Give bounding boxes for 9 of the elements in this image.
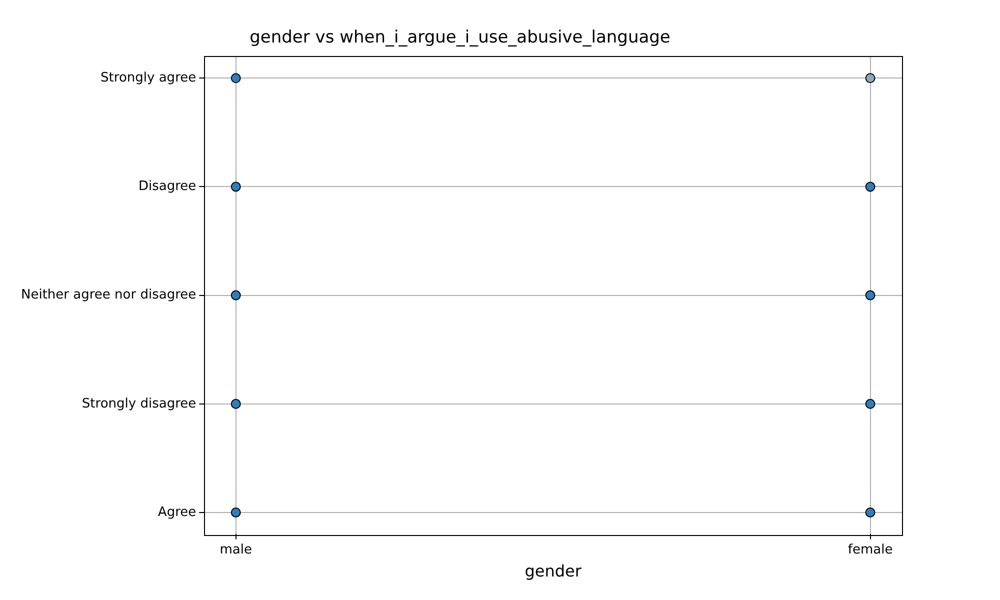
x-tick-label: male [220,542,252,558]
chart-title: gender vs when_i_argue_i_use_abusive_language [250,28,670,48]
category-label: Strongly agree [100,70,196,86]
category-label: Neither agree nor disagree [20,288,196,303]
x-tick-label: female [848,542,893,558]
x-axis-title: gender [524,562,582,581]
category-label: Agree [158,504,196,520]
category-label: Disagree [138,179,196,194]
category-label: Strongly disagree [82,396,196,412]
